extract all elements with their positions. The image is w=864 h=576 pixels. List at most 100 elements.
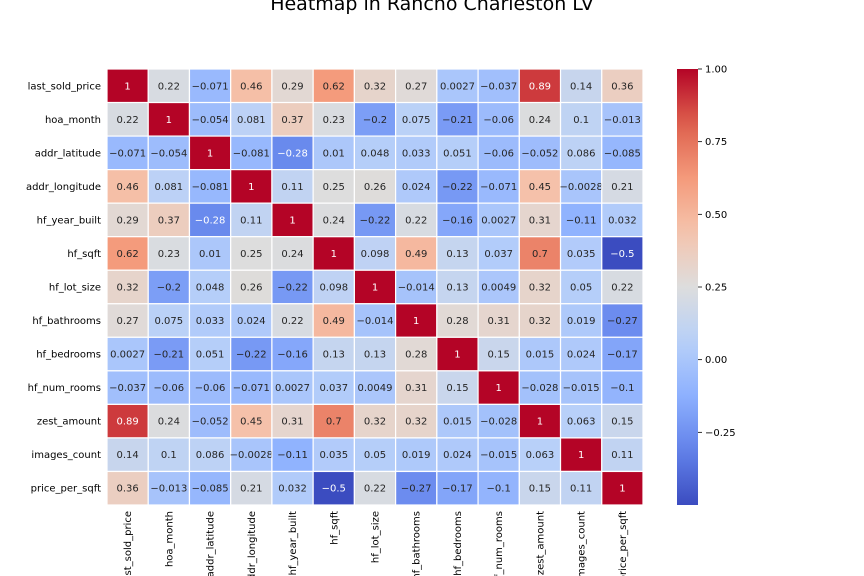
heatmap-cell <box>559 336 603 372</box>
cell-value-label: 0.032 <box>608 215 637 226</box>
heatmap-cell <box>601 169 644 204</box>
heatmap-cell <box>230 202 273 238</box>
heatmap-cell <box>518 370 562 405</box>
cell-value-label: 0.0049 <box>358 383 393 394</box>
heatmap-cell <box>147 202 191 238</box>
cell-value-label: 0.62 <box>116 249 138 260</box>
heatmap-cell <box>147 68 191 104</box>
cell-value-label: 0.024 <box>402 182 431 193</box>
cell-value-label: −0.11 <box>277 450 308 461</box>
cell-value-label: 0.24 <box>158 417 180 428</box>
heatmap-cell <box>601 135 644 171</box>
cell-value-label: −0.2 <box>363 115 387 126</box>
heatmap-cell <box>230 336 273 372</box>
heatmap-cell <box>106 236 149 271</box>
cell-value-label: 1 <box>331 249 337 260</box>
row-tick-label: price_per_sqft <box>31 484 101 495</box>
cell-value-label: 0.27 <box>116 316 138 327</box>
heatmap-cell <box>188 135 232 171</box>
cell-value-label: 0.075 <box>155 316 184 327</box>
cell-value-label: 0.22 <box>158 81 180 92</box>
heatmap-cell <box>353 202 397 238</box>
cell-value-label: −0.16 <box>442 215 473 226</box>
cell-value-label: −0.1 <box>610 383 634 394</box>
cell-value-label: 0.1 <box>573 115 589 126</box>
heatmap-cell <box>106 336 149 372</box>
heatmap-cell <box>230 303 273 338</box>
cell-value-label: 0.37 <box>281 115 303 126</box>
heatmap-cell <box>271 135 314 171</box>
column-tick-label: hf_year_built <box>288 511 299 575</box>
column-tick-label: hf_lot_size <box>371 511 382 563</box>
cell-value-label: 0.27 <box>405 81 427 92</box>
row-tick-label: hf_year_built <box>37 215 101 226</box>
cell-value-label: −0.28 <box>277 148 308 159</box>
heatmap-cell <box>188 202 232 238</box>
heatmap-cell <box>271 303 314 338</box>
heatmap-cell <box>559 169 603 204</box>
cell-value-label: 0.081 <box>237 115 266 126</box>
cell-value-label: −0.071 <box>233 383 270 394</box>
cell-value-label: 1 <box>537 417 543 428</box>
colorbar: 1.00 0.75 0.50 0.25 0.00 −0.25 <box>677 65 736 505</box>
heatmap-cell <box>559 470 603 506</box>
heatmap-cell <box>312 470 355 506</box>
cell-value-label: 0.23 <box>158 249 180 260</box>
cell-value-label: −0.0028 <box>559 182 602 193</box>
heatmap-cell <box>559 236 603 271</box>
heatmap-cell <box>353 303 397 338</box>
cell-value-label: 0.36 <box>116 484 138 495</box>
cell-value-label: 0.13 <box>323 350 345 361</box>
cell-value-label: −0.014 <box>356 316 393 327</box>
cell-value-label: 0.26 <box>364 182 386 193</box>
heatmap-cell <box>312 370 355 405</box>
cell-value-label: 0.22 <box>364 484 386 495</box>
cell-value-label: 0.05 <box>364 450 386 461</box>
cell-value-label: 0.01 <box>199 249 221 260</box>
heatmap-cell <box>271 470 314 506</box>
cell-value-label: 0.28 <box>405 350 427 361</box>
cell-value-label: 0.01 <box>323 148 345 159</box>
cell-value-label: 1 <box>496 383 502 394</box>
cell-value-label: 0.019 <box>402 450 431 461</box>
cell-value-label: 0.051 <box>443 148 472 159</box>
heatmap-cell <box>271 437 314 473</box>
cell-value-label: −0.22 <box>360 215 391 226</box>
cell-value-label: 0.0027 <box>275 383 310 394</box>
cell-value-label: 0.32 <box>529 316 551 327</box>
heatmap-cell <box>312 336 355 372</box>
cell-value-label: 0.22 <box>116 115 138 126</box>
cell-value-label: 0.098 <box>361 249 390 260</box>
cell-value-label: 0.37 <box>158 215 180 226</box>
heatmap-cell <box>559 68 603 104</box>
heatmap-cell <box>230 101 273 137</box>
row-tick-label: hf_sqft <box>67 249 101 260</box>
heatmap-cell <box>436 236 479 271</box>
colorbar-tick-label: 0.50 <box>705 210 727 221</box>
row-tick-label: hoa_month <box>45 115 101 126</box>
cell-value-label: −0.015 <box>563 383 600 394</box>
row-tick-label: hf_bedrooms <box>36 350 101 361</box>
cell-value-label: 1 <box>454 350 460 361</box>
heatmap-cell <box>477 269 520 305</box>
cell-value-label: −0.21 <box>154 350 185 361</box>
cell-value-label: 0.0027 <box>110 350 145 361</box>
cell-value-label: 0.7 <box>326 417 342 428</box>
heatmap-cell <box>436 403 479 439</box>
column-tick-label: addr_latitude <box>206 511 217 576</box>
cell-value-label: 0.13 <box>446 283 468 294</box>
heatmap-cell <box>230 437 273 473</box>
heatmap-cell <box>312 101 355 137</box>
cell-value-label: 0.21 <box>240 484 262 495</box>
heatmap-cell <box>601 303 644 338</box>
heatmap-cell <box>395 101 438 137</box>
cell-value-label: −0.037 <box>480 81 517 92</box>
cell-value-label: 0.11 <box>281 182 303 193</box>
cell-value-label: 0.32 <box>529 283 551 294</box>
column-labels: last_sold_price hoa_month addr_latitude add… <box>123 511 629 576</box>
cell-value-label: 0.25 <box>240 249 262 260</box>
heatmap-cell <box>271 370 314 405</box>
colorbar-tick-label: 0.75 <box>705 137 727 148</box>
heatmap-cell <box>353 169 397 204</box>
row-tick-label: last_sold_price <box>28 81 101 92</box>
